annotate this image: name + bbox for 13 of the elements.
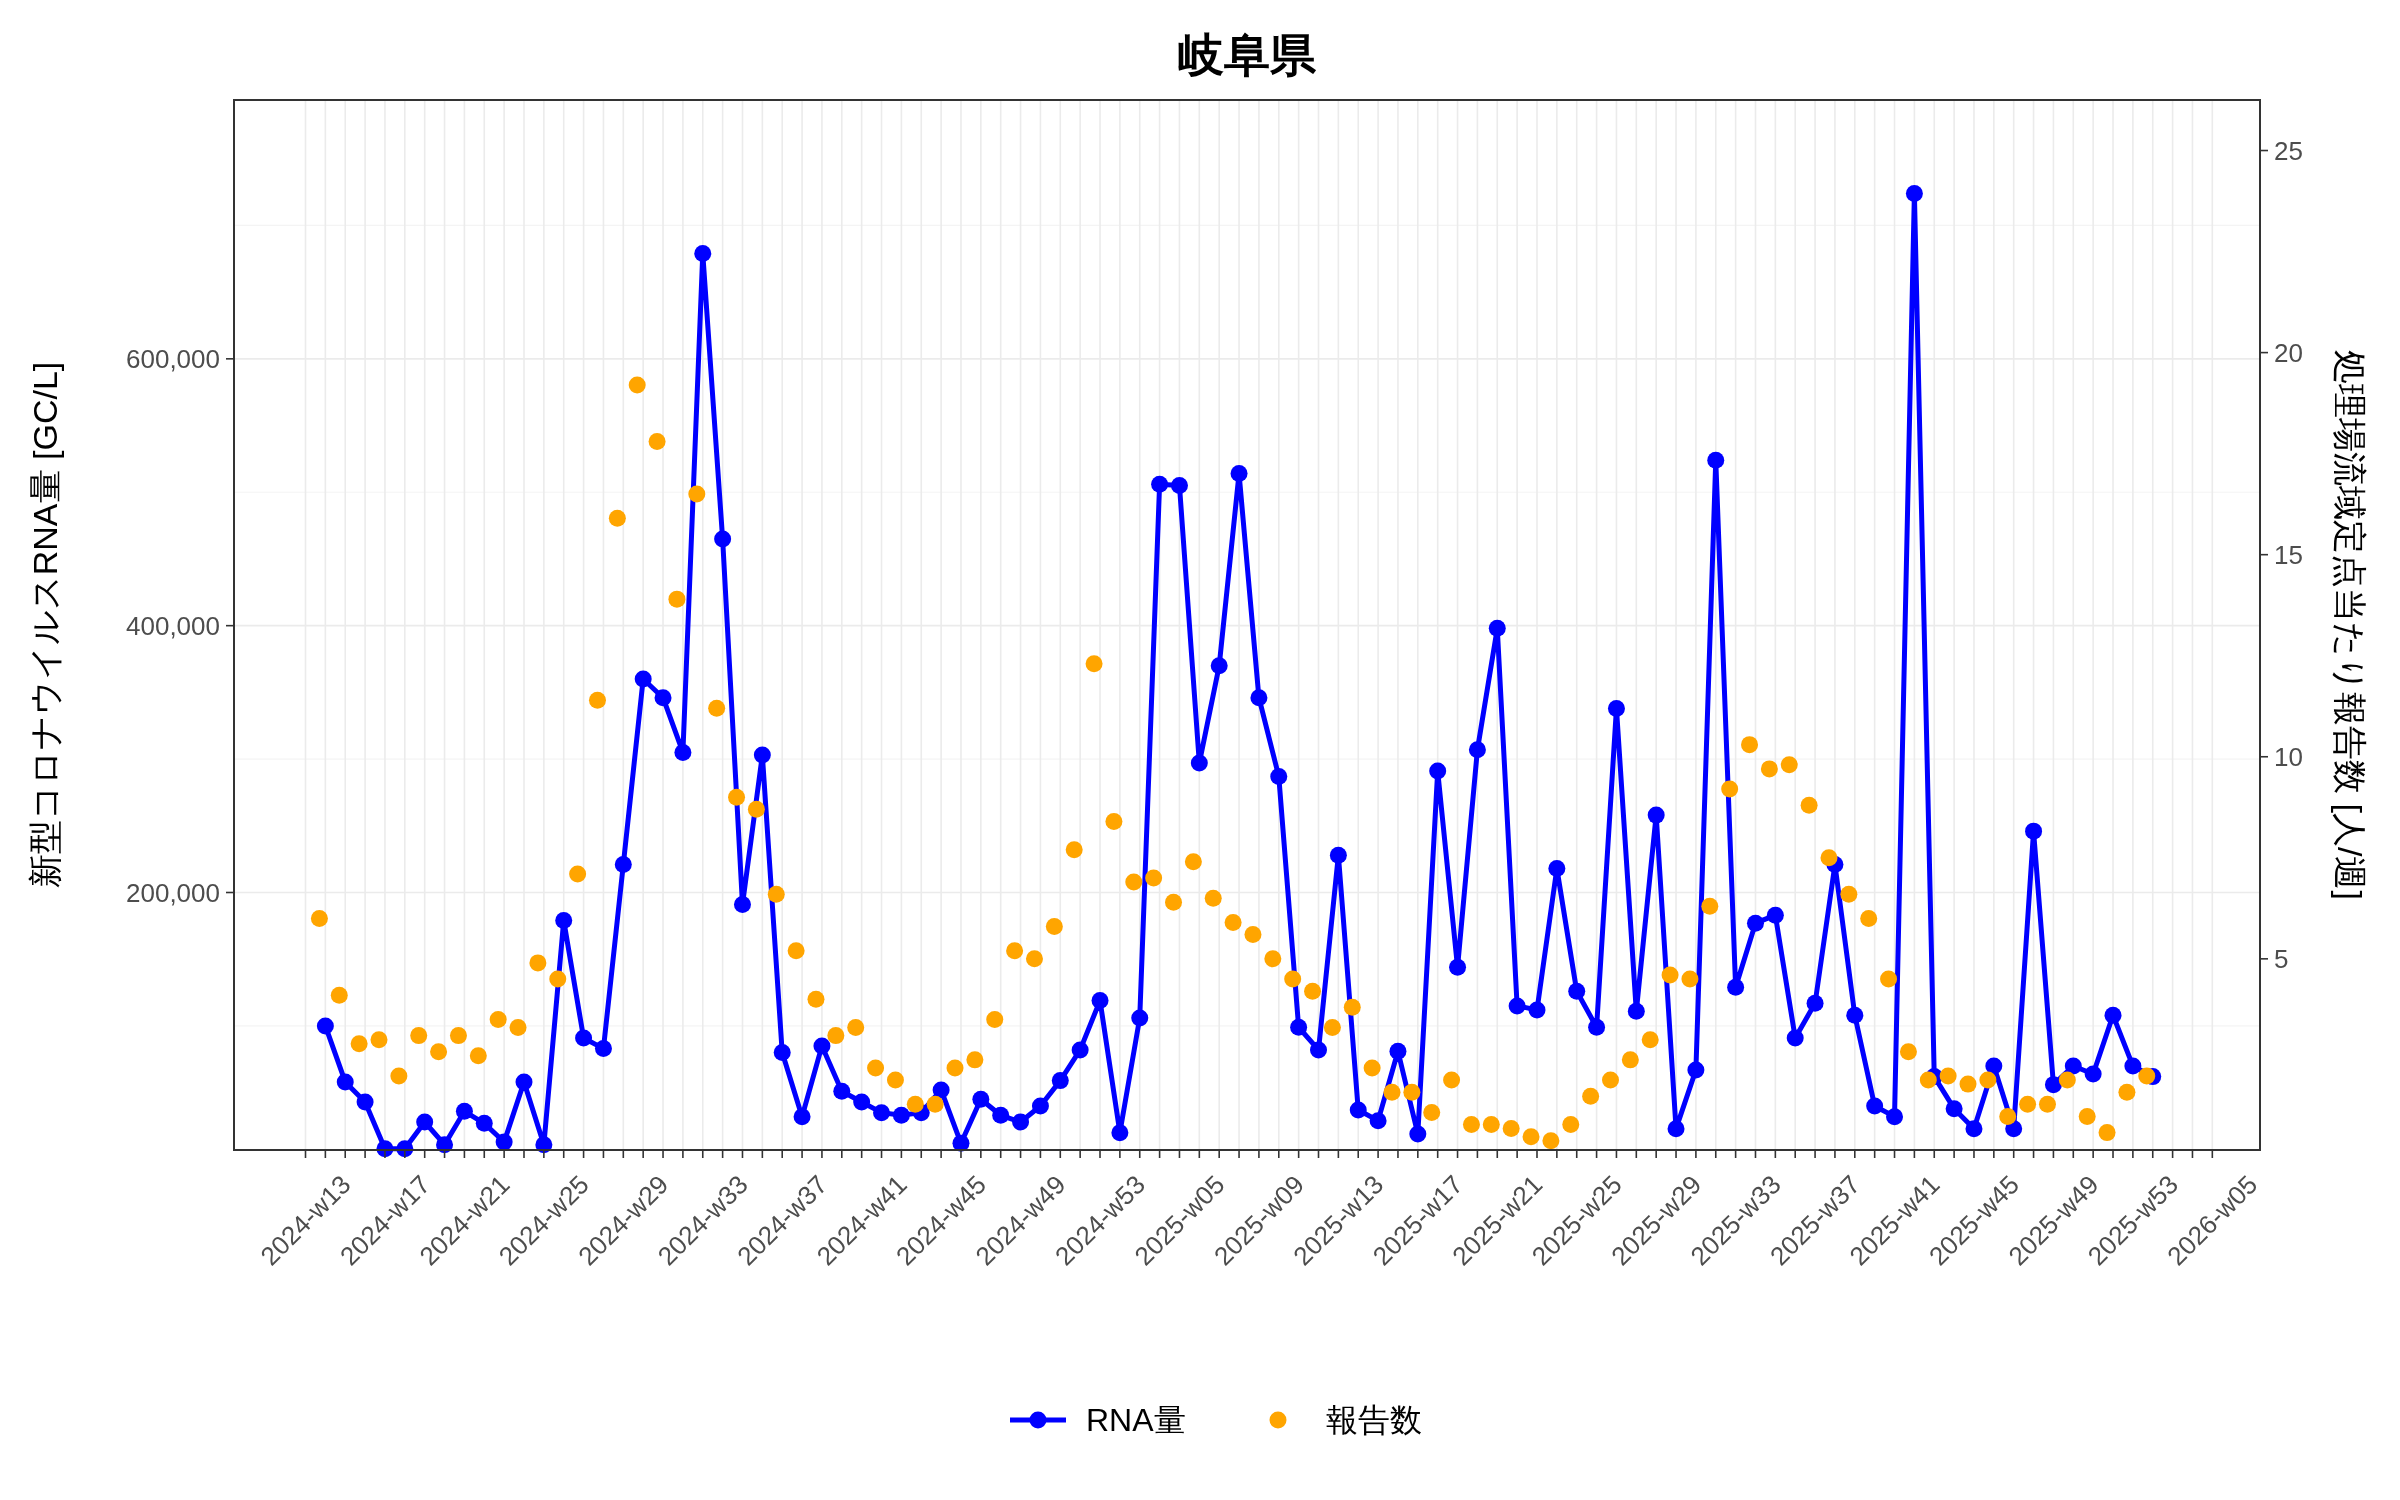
chart-title: 岐阜県 (1178, 29, 1317, 81)
y-tick-label: 600,000 (126, 343, 220, 374)
y-axis-title: 新型コロナウイルスRNA量 [GC/L] (26, 361, 64, 889)
legend-label: RNA量 (1086, 1402, 1186, 1438)
y2-tick-label: 15 (2274, 539, 2303, 570)
y2-tick-label: 10 (2274, 741, 2303, 772)
y-tick-label: 200,000 (126, 877, 220, 908)
y2-tick-label: 20 (2274, 337, 2303, 368)
y-tick-label: 400,000 (126, 610, 220, 641)
legend-label: 報告数 (1326, 1402, 1422, 1438)
y2-axis-title: 処理場流域定点当たり報告数 [人/週] (2331, 350, 2369, 900)
y2-tick-label: 5 (2274, 943, 2289, 974)
y2-tick-label: 25 (2274, 135, 2303, 166)
